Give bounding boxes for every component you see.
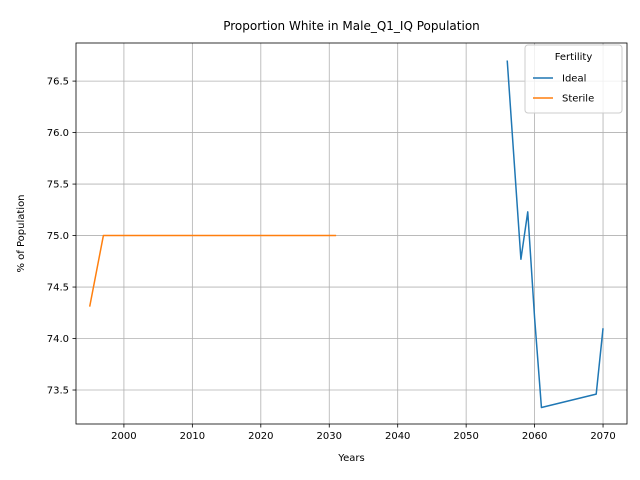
x-tick-label: 2000: [111, 431, 136, 442]
y-tick-label: 74.0: [47, 334, 69, 345]
y-tick-label: 76.5: [47, 77, 69, 88]
series-line-ideal: [506, 60, 604, 409]
x-tick-label: 2070: [590, 431, 615, 442]
x-tick-label: 2020: [248, 431, 273, 442]
series-lines: [88, 60, 604, 409]
x-tick-label: 2030: [317, 431, 342, 442]
y-tick-label: 75.0: [47, 231, 69, 242]
plot-frame: [75, 42, 628, 425]
axis-ticks: 2000 2010 2020 2030 2040 2050 2060 2070 73.5 74.0…: [47, 77, 616, 442]
x-tick-label: 2040: [385, 431, 410, 442]
y-tick-label: 75.5: [47, 180, 69, 191]
chart-title: Proportion White in Male_Q1_IQ Populatio…: [223, 19, 480, 33]
y-tick-label: 73.5: [47, 386, 69, 397]
series-line-sterile: [88, 234, 337, 307]
y-tick-label: 76.0: [47, 128, 69, 139]
x-tick-label: 2050: [453, 431, 478, 442]
x-tick-label: 2060: [522, 431, 547, 442]
legend-label-sterile: Sterile: [562, 94, 594, 105]
legend-title: Fertility: [555, 52, 593, 63]
x-tick-label: 2010: [180, 431, 205, 442]
legend: Fertility Ideal Sterile: [524, 44, 623, 114]
legend-box: [524, 44, 623, 114]
y-axis-title: % of Population: [16, 194, 27, 272]
x-axis-title: Years: [337, 453, 364, 464]
legend-label-ideal: Ideal: [562, 74, 586, 85]
y-tick-label: 74.5: [47, 283, 69, 294]
legend-items: Ideal Sterile: [533, 74, 594, 105]
